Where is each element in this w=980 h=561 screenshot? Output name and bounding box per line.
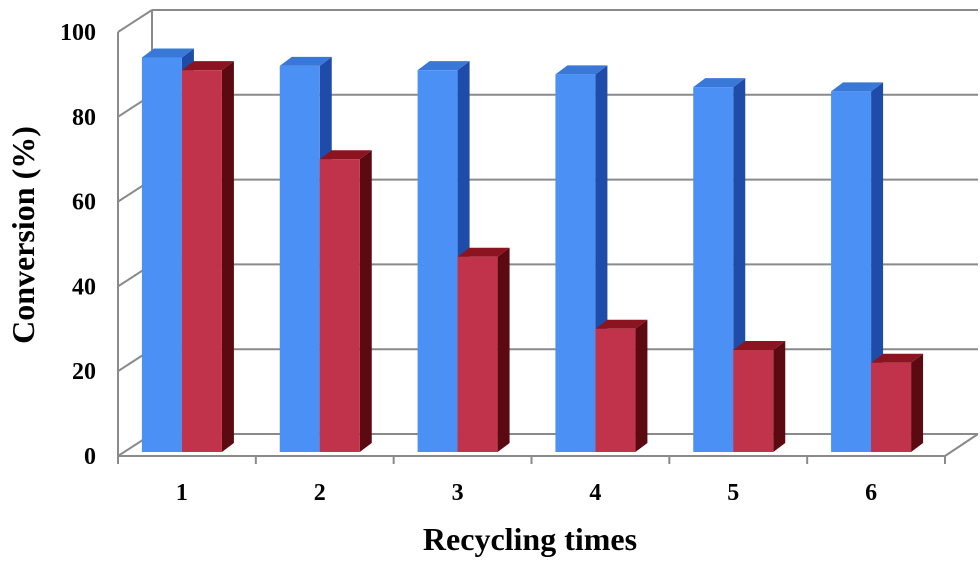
bar-top	[871, 353, 924, 363]
bar-top	[693, 78, 746, 88]
bar	[319, 150, 372, 452]
bar-front	[733, 350, 774, 452]
x-tick-label: 6	[865, 480, 877, 506]
bar-front	[279, 65, 320, 453]
bar-front	[141, 57, 182, 452]
bar-front	[181, 70, 222, 452]
bar	[733, 341, 786, 452]
bar-front	[555, 74, 596, 453]
bar-front	[871, 362, 912, 452]
x-tick-label: 5	[727, 480, 739, 506]
gridline-side	[117, 9, 153, 33]
y-tick-labels: 0 20 40 60 80 100	[60, 20, 96, 470]
x-tick-labels: 1 2 3 4 5 6	[176, 480, 877, 506]
bar-side	[911, 353, 924, 452]
bar-side	[359, 150, 372, 452]
x-tick-label: 2	[314, 480, 326, 506]
bar-top	[733, 341, 786, 350]
bars-layer	[141, 48, 924, 453]
bar-front	[319, 159, 360, 452]
y-tick-label: 0	[84, 444, 96, 470]
bar	[181, 61, 234, 452]
bar-side	[773, 341, 786, 452]
bar-top	[831, 82, 884, 92]
bar	[417, 61, 470, 452]
bar-side	[635, 319, 648, 452]
bar-front	[417, 70, 458, 452]
bar-side	[221, 61, 234, 452]
bar-front	[693, 87, 734, 453]
x-tick-label: 4	[589, 480, 601, 506]
y-tick-label: 100	[60, 20, 96, 46]
bar-side	[497, 247, 510, 452]
x-tick-label: 3	[452, 480, 464, 506]
bar	[555, 65, 608, 453]
bar-front	[595, 328, 636, 452]
bar-front	[831, 91, 872, 453]
y-tick-label: 60	[72, 190, 96, 216]
bar-top	[319, 150, 372, 160]
bar-top	[141, 48, 194, 58]
bar	[871, 353, 924, 452]
bar-top	[457, 247, 510, 257]
x-axis-title: Recycling times	[423, 521, 637, 557]
bar-top	[555, 65, 608, 75]
bar-front	[457, 256, 498, 452]
x-tick-label: 1	[176, 480, 188, 506]
bar-top	[595, 319, 648, 329]
y-tick-label: 20	[72, 359, 96, 385]
bar-top	[181, 61, 234, 71]
y-axis-title: Conversion (%)	[5, 126, 41, 344]
y-tick-label: 40	[72, 274, 96, 300]
floor-right-edge	[944, 433, 979, 457]
bar-top	[279, 56, 332, 66]
bar-top	[417, 61, 470, 71]
bar	[457, 247, 510, 452]
y-tick-label: 80	[72, 105, 96, 131]
bar	[595, 319, 648, 452]
